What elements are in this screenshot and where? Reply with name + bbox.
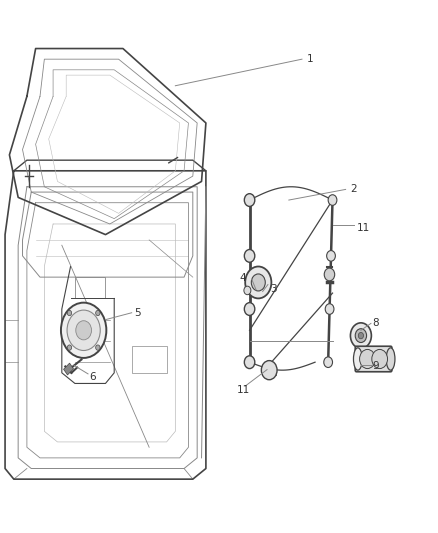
Circle shape xyxy=(355,329,367,343)
Bar xyxy=(75,277,106,298)
Circle shape xyxy=(67,310,100,351)
Circle shape xyxy=(76,321,92,340)
Ellipse shape xyxy=(386,348,395,370)
FancyBboxPatch shape xyxy=(355,346,392,372)
Circle shape xyxy=(245,266,272,298)
Circle shape xyxy=(328,195,337,205)
Text: 8: 8 xyxy=(372,318,379,328)
Circle shape xyxy=(372,350,388,368)
Circle shape xyxy=(67,345,72,350)
Text: 9: 9 xyxy=(372,361,379,372)
Circle shape xyxy=(358,333,364,339)
Circle shape xyxy=(61,303,106,358)
Ellipse shape xyxy=(353,348,362,370)
Circle shape xyxy=(350,323,371,349)
Circle shape xyxy=(324,357,332,368)
Text: 11: 11 xyxy=(237,385,250,395)
Circle shape xyxy=(244,193,255,206)
Circle shape xyxy=(95,310,100,316)
Circle shape xyxy=(251,274,265,291)
Circle shape xyxy=(244,303,255,316)
Bar xyxy=(132,346,166,373)
Text: 6: 6 xyxy=(89,372,95,382)
Circle shape xyxy=(360,350,375,368)
Circle shape xyxy=(244,286,251,295)
Bar xyxy=(64,363,74,375)
Circle shape xyxy=(324,268,335,281)
Text: 3: 3 xyxy=(271,284,277,294)
Circle shape xyxy=(244,249,255,262)
Circle shape xyxy=(67,310,72,316)
Text: 5: 5 xyxy=(134,308,141,318)
Circle shape xyxy=(95,345,100,350)
Circle shape xyxy=(327,251,336,261)
Circle shape xyxy=(261,361,277,379)
Text: 4: 4 xyxy=(240,273,246,283)
Text: 11: 11 xyxy=(357,223,370,233)
Text: 2: 2 xyxy=(350,184,357,195)
Circle shape xyxy=(244,356,255,368)
Circle shape xyxy=(325,304,334,314)
Text: 1: 1 xyxy=(306,54,313,64)
